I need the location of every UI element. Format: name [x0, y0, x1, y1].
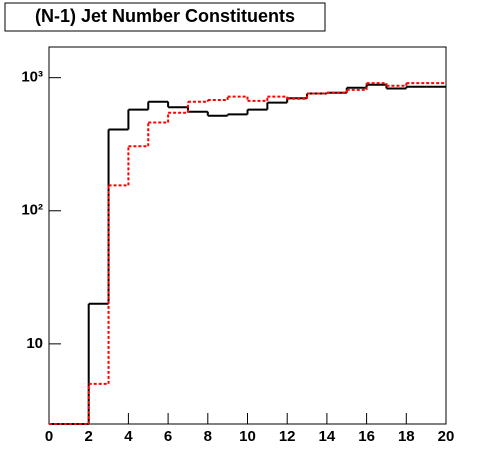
y-tick-label: 10 — [26, 335, 43, 352]
x-tick-label: 12 — [279, 428, 296, 445]
x-tick-label: 14 — [319, 428, 336, 445]
x-tick-label: 20 — [438, 428, 455, 445]
x-tick-label: 6 — [164, 428, 172, 445]
chart-title: (N-1) Jet Number Constituents — [35, 6, 295, 26]
x-tick-label: 0 — [45, 428, 53, 445]
x-tick-label: 16 — [358, 428, 375, 445]
x-tick-label: 4 — [124, 428, 133, 445]
x-tick-label: 18 — [398, 428, 415, 445]
x-tick-label: 8 — [204, 428, 212, 445]
x-tick-label: 10 — [239, 428, 256, 445]
x-tick-label: 2 — [85, 428, 93, 445]
y-tick-label: 10² — [21, 202, 43, 219]
y-tick-label: 10³ — [21, 69, 43, 86]
title-box — [4, 2, 326, 32]
